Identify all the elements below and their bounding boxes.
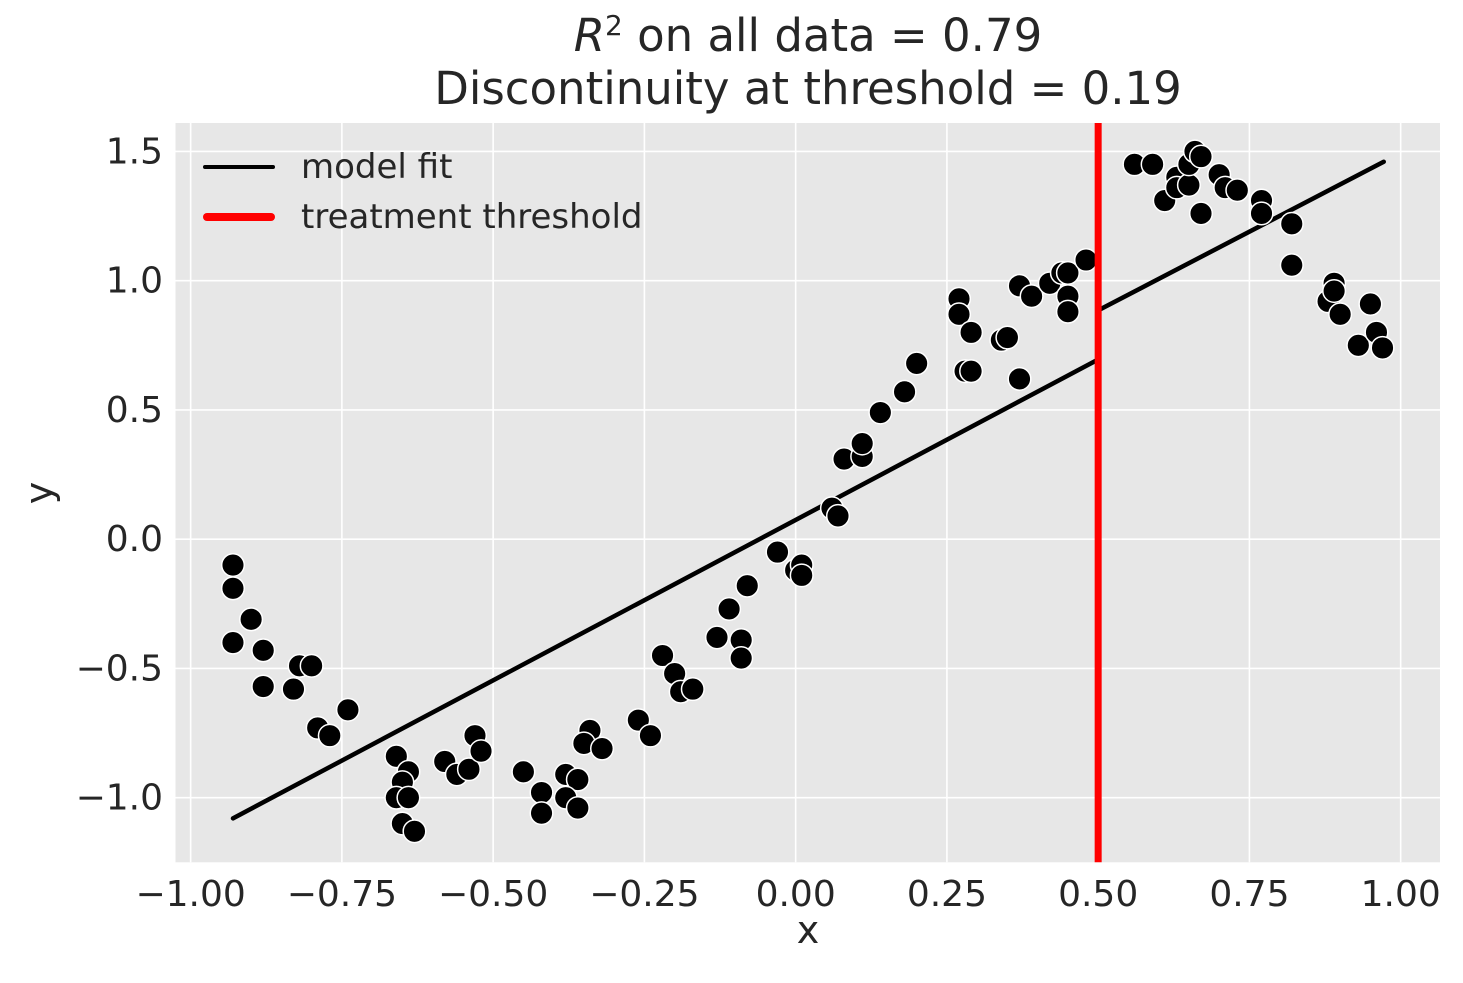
scatter-point (680, 677, 705, 702)
legend: model fit treatment threshold (203, 142, 643, 242)
y-tick-label: 1.5 (106, 131, 163, 172)
title-line1-text: on all data = 0.79 (622, 9, 1043, 62)
scatter-point (1346, 333, 1371, 358)
scatter-point (1358, 291, 1383, 316)
scatter-point (529, 801, 554, 826)
scatter-point (704, 625, 730, 650)
scatter-point (959, 320, 984, 345)
scatter-point (1074, 247, 1099, 273)
x-tick-label: −0.75 (287, 874, 397, 915)
scatter-point (335, 697, 360, 722)
scatter-point (1055, 299, 1080, 324)
treatment-threshold-line-swatch (203, 213, 275, 221)
legend-label-model-fit: model fit (301, 147, 453, 187)
y-tick-label: 1.0 (106, 261, 163, 302)
scatter-point (1019, 284, 1044, 309)
scatter-point (717, 596, 742, 622)
x-tick-label: −1.00 (135, 874, 245, 915)
scatter-point (1328, 302, 1353, 327)
scatter-point (317, 723, 342, 748)
scatter-point (1188, 144, 1214, 169)
model-fit-line (1095, 159, 1386, 313)
scatter-point (1370, 335, 1395, 360)
scatter-point (529, 780, 554, 805)
x-tick-label: −0.25 (589, 874, 699, 915)
x-tick-label: 1.00 (1361, 874, 1441, 915)
scatter-point (468, 739, 494, 764)
legend-entry-treatment-threshold: treatment threshold (203, 192, 643, 242)
x-axis-label: x (796, 908, 820, 952)
scatter-point (511, 759, 536, 784)
scatter-point (946, 302, 972, 327)
scatter-point (402, 819, 427, 844)
chart-title-line2: Discontinuity at threshold = 0.19 (434, 62, 1182, 115)
scatter-point (589, 736, 615, 761)
scatter-point (220, 630, 246, 655)
scatter-point (868, 400, 893, 425)
scatter-point (959, 359, 984, 384)
title-r-symbol: R (573, 9, 606, 62)
scatter-point (251, 674, 276, 699)
legend-entry-model-fit: model fit (203, 142, 643, 192)
scatter-point (251, 638, 276, 663)
legend-label-treatment-threshold: treatment threshold (301, 197, 643, 237)
scatter-point (281, 677, 306, 702)
model-fit-line (230, 357, 1101, 821)
y-axis-label: y (17, 481, 61, 505)
scatter-point (825, 503, 851, 528)
scatter-point (995, 325, 1020, 350)
x-tick-label: −0.50 (438, 874, 548, 915)
scatter-point (904, 351, 929, 376)
scatter-point (735, 573, 760, 598)
scatter-point (456, 757, 481, 782)
scatter-point (220, 576, 246, 601)
scatter-point (1322, 278, 1347, 304)
scatter-point (1007, 366, 1032, 391)
model-fit-line-swatch (203, 165, 275, 169)
scatter-point (299, 653, 324, 678)
scatter-point (892, 379, 917, 404)
scatter-point (1279, 253, 1304, 278)
scatter-point (789, 563, 814, 588)
y-tick-label: 0.5 (106, 390, 163, 431)
scatter-point (1176, 172, 1201, 198)
x-tick-label: 0.75 (1209, 874, 1289, 915)
scatter-point (565, 795, 590, 821)
scatter-point (729, 646, 754, 671)
scatter-point (1279, 211, 1304, 236)
x-tick-label: 0.50 (1058, 874, 1138, 915)
scatter-point (239, 607, 264, 632)
scatter-point (1225, 178, 1250, 203)
scatter-point (650, 643, 675, 668)
title-exponent: 2 (605, 9, 623, 42)
scatter-point (638, 723, 663, 748)
y-tick-label: 0.0 (106, 519, 163, 560)
x-tick-label: 0.00 (756, 874, 836, 915)
scatter-point (850, 431, 875, 456)
x-tick-label: 0.25 (907, 874, 987, 915)
scatter-point (1188, 201, 1214, 226)
chart-title: R2 on all data = 0.79 Discontinuity at t… (176, 9, 1440, 115)
y-tick-label: −0.5 (76, 648, 163, 689)
scatter-point (220, 552, 246, 578)
scatter-point (1140, 152, 1165, 177)
y-tick-label: −1.0 (76, 778, 163, 819)
scatter-point (765, 540, 790, 565)
scatter-point (1249, 201, 1274, 226)
chart-title-line1: R2 on all data = 0.79 (176, 9, 1440, 62)
scatter-point (565, 767, 590, 792)
scatter-point (396, 785, 421, 810)
